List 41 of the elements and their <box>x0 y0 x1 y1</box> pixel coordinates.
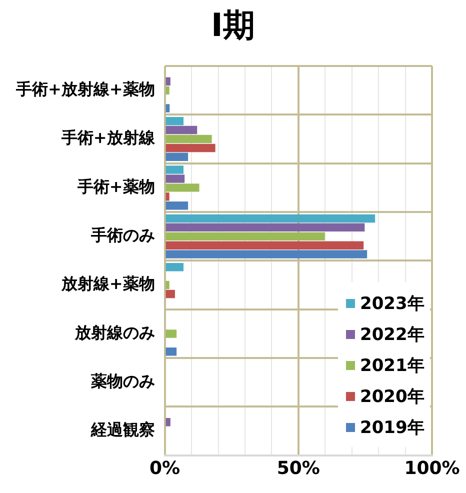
y-tick-label: 経過観察 <box>90 420 155 440</box>
y-tick-label: 放射線+薬物 <box>60 274 155 294</box>
bar <box>166 184 200 192</box>
bar <box>166 104 170 112</box>
bar <box>166 192 170 201</box>
bar <box>166 232 325 240</box>
x-tick-label: 0% <box>150 458 180 479</box>
bar <box>166 263 184 272</box>
bar <box>166 348 177 356</box>
bar <box>166 250 368 258</box>
bar <box>166 214 376 223</box>
bar <box>166 144 216 152</box>
bar <box>166 201 188 210</box>
legend-label: 2019年 <box>360 417 424 440</box>
y-tick-label: 放射線のみ <box>74 322 155 342</box>
bar <box>166 241 364 250</box>
legend-label: 2021年 <box>360 355 424 378</box>
y-tick-label: 手術+薬物 <box>76 176 155 196</box>
bar <box>166 134 212 144</box>
y-tick-label: 手術のみ <box>90 226 155 245</box>
bar <box>166 174 185 183</box>
x-tick-label: 100% <box>404 458 460 479</box>
legend-label: 2020年 <box>360 386 424 408</box>
legend-label: 2022年 <box>360 324 424 346</box>
bar <box>166 86 170 94</box>
bar <box>166 290 175 298</box>
bar <box>166 166 184 174</box>
x-tick-label: 50% <box>276 458 320 479</box>
bar <box>166 418 170 426</box>
bar <box>166 126 198 134</box>
y-tick-label: 薬物のみ <box>90 372 155 391</box>
bar <box>166 152 188 162</box>
bar <box>166 223 365 232</box>
y-tick-label: 手術+放射線 <box>60 128 156 148</box>
bar <box>166 116 184 126</box>
bar <box>166 330 177 338</box>
legend-label: 2023年 <box>360 293 424 316</box>
bar <box>166 77 170 86</box>
bar <box>166 280 170 290</box>
chart-title: Ⅰ期 <box>210 5 256 46</box>
y-tick-label: 手術+放射線+薬物 <box>15 79 155 98</box>
